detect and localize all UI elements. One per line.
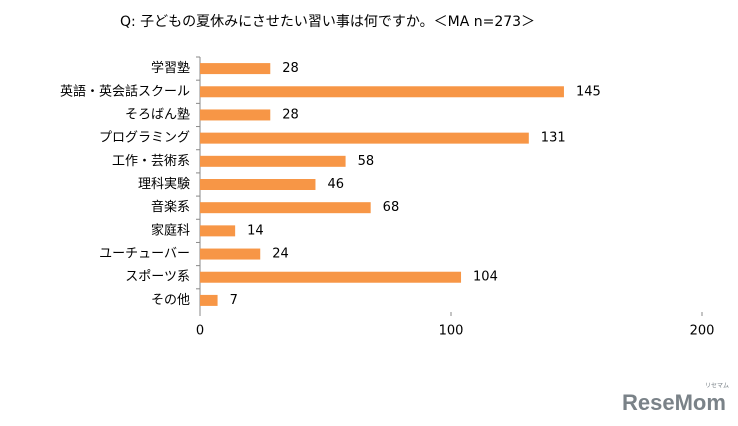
bar [200, 132, 529, 144]
watermark-sub: リセマム [705, 383, 729, 390]
bar [200, 155, 346, 167]
y-tick-label: 工作・芸術系 [112, 153, 190, 169]
y-tick-label: ユーチューバー [99, 247, 190, 262]
value-label: 131 [541, 131, 566, 146]
value-label: 68 [383, 200, 400, 215]
bar [200, 248, 261, 260]
y-tick-label: 英語・英会話スクール [60, 83, 190, 99]
value-label: 145 [576, 84, 601, 99]
bar [200, 179, 316, 190]
value-label: 28 [282, 61, 299, 76]
bar [200, 294, 218, 306]
y-tick-label: プログラミング [99, 131, 190, 146]
watermark: ReseMom [622, 390, 726, 415]
y-tick-label: その他 [151, 293, 190, 308]
bar [200, 86, 564, 98]
bar [200, 271, 462, 283]
value-label: 46 [327, 177, 344, 192]
y-tick-label: 家庭科 [151, 222, 190, 238]
value-label: 14 [247, 223, 264, 238]
x-tick-label: 0 [196, 324, 204, 339]
bar [200, 202, 371, 214]
value-label: 7 [230, 293, 238, 308]
value-label: 28 [282, 107, 299, 122]
y-tick-label: 学習塾 [151, 60, 190, 76]
bar [200, 225, 236, 237]
chart-title: Q: 子どもの夏休みにさせたい習い事は何ですか。＜MA n=273＞ [120, 14, 535, 30]
value-label: 58 [358, 154, 375, 169]
bar [200, 63, 271, 75]
y-tick-label: 理科実験 [138, 176, 190, 192]
value-label: 24 [272, 247, 289, 262]
bar [200, 109, 271, 121]
value-label: 104 [473, 270, 498, 285]
y-tick-label: そろばん塾 [125, 106, 190, 122]
y-tick-label: スポーツ系 [125, 270, 190, 285]
x-tick-label: 200 [690, 324, 715, 339]
y-tick-label: 音楽系 [151, 199, 190, 215]
x-tick-label: 100 [439, 324, 464, 339]
